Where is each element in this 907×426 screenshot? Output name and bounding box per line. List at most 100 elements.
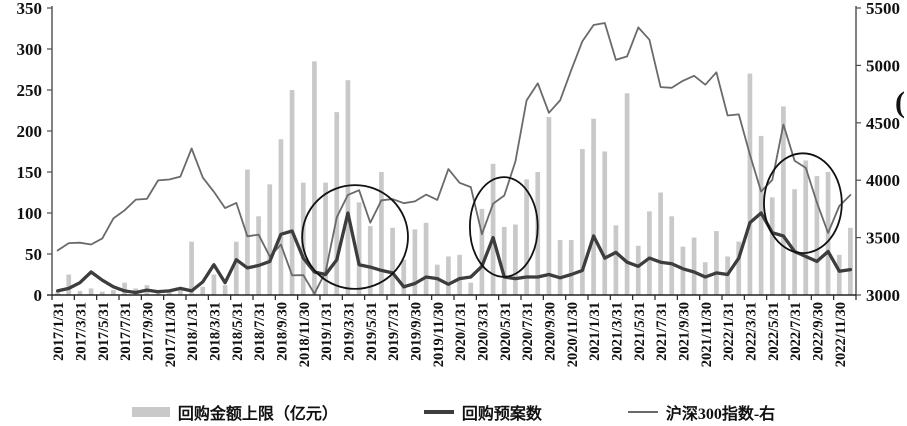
bar (557, 240, 563, 295)
svg-text:5500: 5500 (866, 0, 900, 18)
svg-text:2022/3/31: 2022/3/31 (743, 302, 759, 361)
bar (613, 225, 619, 295)
bar (747, 73, 753, 295)
bar (624, 93, 630, 295)
annotation-circle (468, 176, 539, 278)
svg-text:2020/11/30: 2020/11/30 (565, 302, 581, 367)
bar (803, 160, 809, 295)
bar (211, 274, 217, 295)
svg-text:2017/11/30: 2017/11/30 (163, 302, 179, 367)
bar (256, 216, 261, 295)
bar (479, 208, 485, 295)
bar (155, 291, 161, 295)
bar (669, 216, 675, 295)
svg-text:4500: 4500 (866, 114, 900, 133)
bar (602, 151, 608, 295)
bar (267, 184, 273, 295)
svg-text:2018/5/31: 2018/5/31 (230, 302, 246, 361)
svg-text:2017/5/31: 2017/5/31 (96, 302, 112, 361)
bar-swatch-icon (131, 407, 170, 417)
bar (289, 90, 295, 295)
legend-label-plan-count: 回购预案数 (461, 406, 542, 423)
svg-text:2019/11/30: 2019/11/30 (431, 302, 447, 367)
bar (245, 169, 250, 295)
svg-text:2019/3/31: 2019/3/31 (341, 302, 357, 361)
bar (200, 286, 206, 295)
bar (111, 290, 116, 295)
svg-text:2018/9/30: 2018/9/30 (274, 302, 290, 361)
bar (457, 254, 462, 295)
bar (390, 227, 395, 295)
bar (647, 211, 652, 295)
chart-canvas: 0 50 100 150 200 250 300 350 3000 3500 4000 4500 500… (17, 0, 901, 367)
bar (300, 182, 306, 295)
svg-text:350: 350 (17, 0, 43, 18)
svg-text:50: 50 (25, 245, 42, 264)
bar (367, 226, 373, 295)
left-axis-labels: 0 50 100 150 200 250 300 350 (17, 0, 52, 305)
svg-text:2019/7/31: 2019/7/31 (386, 302, 402, 361)
bar (122, 282, 127, 295)
index-line-csi300 (56, 22, 852, 295)
bar (233, 241, 239, 295)
svg-text:2020/3/31: 2020/3/31 (475, 302, 491, 361)
svg-text:0: 0 (34, 286, 43, 305)
svg-text:2017/3/31: 2017/3/31 (73, 302, 89, 361)
svg-text:200: 200 (17, 122, 43, 141)
svg-text:2019/1/31: 2019/1/31 (319, 302, 335, 361)
legend-item-csi300: 沪深300指数-右 (627, 400, 776, 424)
bar (635, 245, 641, 295)
bar (848, 227, 853, 295)
bar (591, 118, 596, 295)
svg-text:150: 150 (17, 163, 43, 182)
bar (501, 226, 507, 295)
svg-text:2019/5/31: 2019/5/31 (364, 302, 380, 361)
plan-count-line (55, 211, 853, 295)
svg-text:2022/5/31: 2022/5/31 (766, 302, 782, 361)
bar (66, 274, 72, 295)
svg-text:2018/1/31: 2018/1/31 (185, 302, 201, 361)
legend-item-plan-count: 回购预案数 (423, 400, 542, 424)
bar (580, 149, 585, 295)
annotation-circles (301, 152, 843, 290)
bar (490, 163, 496, 295)
svg-text:300: 300 (17, 40, 43, 59)
svg-text:2022/11/30: 2022/11/30 (833, 302, 849, 367)
svg-text:100: 100 (17, 204, 43, 223)
bar (77, 290, 83, 295)
svg-text:2020/1/31: 2020/1/31 (453, 302, 469, 361)
bar (836, 254, 842, 295)
bar (423, 222, 429, 295)
svg-text:4000: 4000 (866, 171, 900, 190)
bar (568, 240, 574, 295)
svg-text:2017/9/30: 2017/9/30 (140, 302, 156, 361)
bar (546, 117, 552, 295)
right-axis-labels: 3000 3500 4000 4500 5000 5500 (856, 0, 900, 305)
svg-text:2020/5/31: 2020/5/31 (498, 302, 514, 361)
thick-line-swatch-icon (423, 410, 454, 414)
bar (792, 189, 797, 295)
bar (222, 285, 228, 295)
bar (736, 241, 742, 295)
bars-series-buyback-amount (55, 61, 853, 296)
svg-text:5000: 5000 (866, 56, 900, 75)
svg-text:2018/11/30: 2018/11/30 (297, 302, 313, 367)
bar (278, 139, 284, 295)
bar (356, 202, 362, 295)
svg-text:2021/9/30: 2021/9/30 (676, 302, 692, 361)
bar (446, 256, 451, 295)
bar (99, 291, 105, 295)
bar (781, 106, 786, 296)
bar (334, 112, 340, 295)
svg-text:2021/5/31: 2021/5/31 (632, 302, 648, 361)
svg-text:2017/7/31: 2017/7/31 (118, 302, 134, 361)
x-axis-labels: 2017/1/31 2017/3/31 2017/5/31 2017/7/31 2017… (51, 295, 857, 367)
bar (513, 224, 518, 295)
legend-label-csi300: 沪深300指数-右 (665, 406, 776, 423)
svg-text:3500: 3500 (866, 229, 900, 248)
chart-legend: 回购金额上限（亿元） 回购预案数 沪深300指数-右 (0, 400, 907, 424)
bar (55, 292, 60, 295)
svg-text:2018/7/31: 2018/7/31 (252, 302, 268, 361)
svg-text:3000: 3000 (866, 286, 900, 305)
bar (345, 80, 351, 295)
